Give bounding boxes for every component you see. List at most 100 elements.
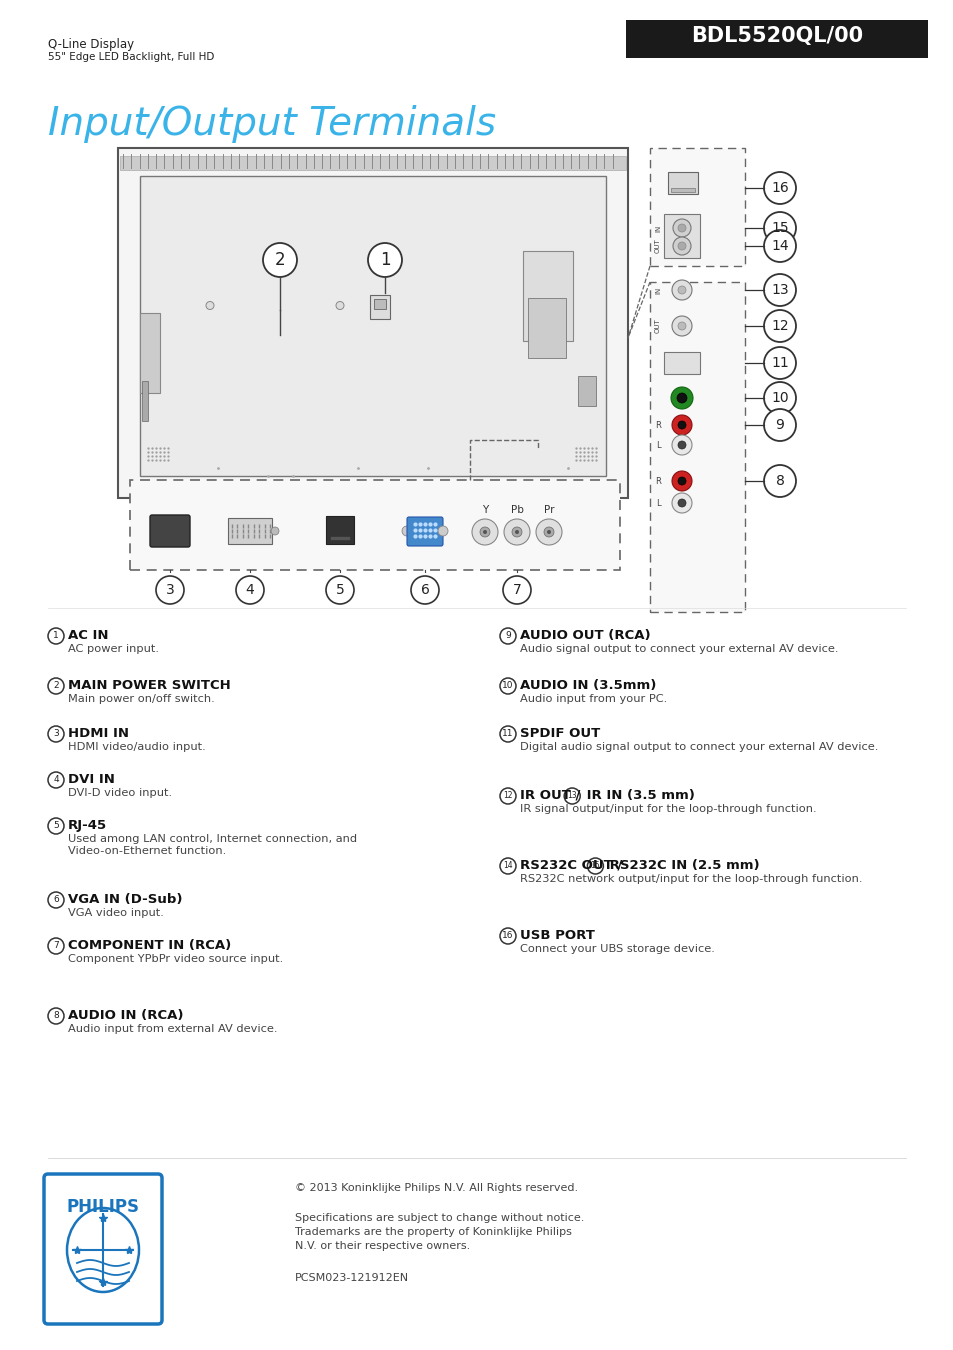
Text: 11: 11 [770,356,788,370]
Bar [663,352,700,374]
Text: 8: 8 [53,1011,59,1021]
Text: Pr: Pr [543,505,554,514]
Text: Component YPbPr video source input.: Component YPbPr video source input. [68,954,283,964]
Circle shape [499,628,516,644]
Text: R: R [655,420,660,429]
Text: OUT: OUT [655,239,660,254]
Circle shape [587,859,602,873]
Circle shape [763,347,795,379]
Circle shape [678,477,685,485]
Circle shape [671,279,691,300]
Text: BDL5520QL/00: BDL5520QL/00 [690,26,862,46]
Text: 1: 1 [53,632,59,640]
Text: USB PORT: USB PORT [519,929,595,942]
Bar [670,188,695,192]
Circle shape [502,576,531,603]
Circle shape [763,230,795,262]
Text: 55" Edge LED Backlight, Full HD: 55" Edge LED Backlight, Full HD [48,53,214,62]
Text: AC IN: AC IN [68,629,109,643]
Text: 15: 15 [590,861,599,871]
Text: RS232C IN (2.5 mm): RS232C IN (2.5 mm) [605,859,760,872]
Circle shape [368,243,401,277]
Text: 11: 11 [501,729,514,738]
Text: AUDIO IN (3.5mm): AUDIO IN (3.5mm) [519,679,656,693]
Text: AC power input.: AC power input. [68,644,159,653]
Circle shape [763,382,795,414]
Circle shape [48,726,64,743]
Text: HDMI IN: HDMI IN [68,728,129,740]
Circle shape [671,435,691,455]
Bar [228,518,272,544]
Text: RS232C network output/input for the loop-through function.: RS232C network output/input for the loop… [519,873,862,884]
Text: 1: 1 [379,251,390,269]
FancyBboxPatch shape [649,282,744,612]
Text: AUDIO IN (RCA): AUDIO IN (RCA) [68,1008,183,1022]
FancyBboxPatch shape [150,514,190,547]
Bar [667,171,698,194]
FancyBboxPatch shape [625,20,927,58]
Text: 9: 9 [775,418,783,432]
Text: Audio signal output to connect your external AV device.: Audio signal output to connect your exte… [519,644,838,653]
Circle shape [503,518,530,545]
Text: VGA IN (D-Sub): VGA IN (D-Sub) [68,892,182,906]
Circle shape [678,441,685,450]
Bar [578,377,596,406]
Bar [120,157,625,170]
Bar [326,516,354,544]
Circle shape [479,526,490,537]
Text: HDMI video/audio input.: HDMI video/audio input. [68,743,206,752]
Circle shape [678,224,685,232]
Text: Audio input from your PC.: Audio input from your PC. [519,694,666,703]
Circle shape [515,531,518,535]
Text: Y: Y [481,505,488,514]
Text: 12: 12 [503,791,512,801]
Circle shape [563,788,579,805]
Text: 13: 13 [770,284,788,297]
Circle shape [763,171,795,204]
Circle shape [678,286,685,294]
FancyBboxPatch shape [407,517,442,545]
Circle shape [672,238,690,255]
Text: Connect your UBS storage device.: Connect your UBS storage device. [519,944,714,954]
Text: L: L [655,498,659,508]
Text: PCSM023-121912EN: PCSM023-121912EN [294,1273,409,1282]
Circle shape [678,242,685,250]
Text: 16: 16 [770,181,788,194]
Text: 2: 2 [53,682,59,690]
Text: Q-Line Display: Q-Line Display [48,38,134,51]
Text: 14: 14 [770,239,788,252]
Text: Specifications are subject to change without notice.
Trademarks are the property: Specifications are subject to change wit… [294,1214,584,1251]
Text: RS232C OUT /: RS232C OUT / [519,859,626,872]
Circle shape [678,421,685,429]
Circle shape [48,678,64,694]
Circle shape [543,526,554,537]
Circle shape [472,518,497,545]
Circle shape [499,859,516,873]
Bar [374,298,386,309]
Text: Input/Output Terminals: Input/Output Terminals [48,105,496,143]
Bar [140,313,160,393]
Text: 2: 2 [274,251,285,269]
Text: IR IN (3.5 mm): IR IN (3.5 mm) [581,788,695,802]
Bar [330,536,350,540]
Circle shape [763,409,795,441]
Circle shape [671,414,691,435]
Circle shape [499,788,516,805]
Text: 9: 9 [504,632,511,640]
Text: Main power on/off switch.: Main power on/off switch. [68,694,214,703]
Text: 4: 4 [53,775,59,784]
Text: OUT: OUT [655,319,660,333]
Text: 15: 15 [770,221,788,235]
Circle shape [48,1008,64,1025]
Ellipse shape [67,1208,139,1292]
Text: 3: 3 [166,583,174,597]
Circle shape [512,526,521,537]
Circle shape [499,726,516,743]
Text: PHILIPS: PHILIPS [67,1197,139,1216]
Circle shape [156,576,184,603]
Text: DVI IN: DVI IN [68,774,114,786]
Text: Used among LAN control, Internet connection, and
Video-on-Ethernet function.: Used among LAN control, Internet connect… [68,834,356,856]
Circle shape [763,212,795,244]
Text: 5: 5 [53,822,59,830]
Text: COMPONENT IN (RCA): COMPONENT IN (RCA) [68,940,231,952]
